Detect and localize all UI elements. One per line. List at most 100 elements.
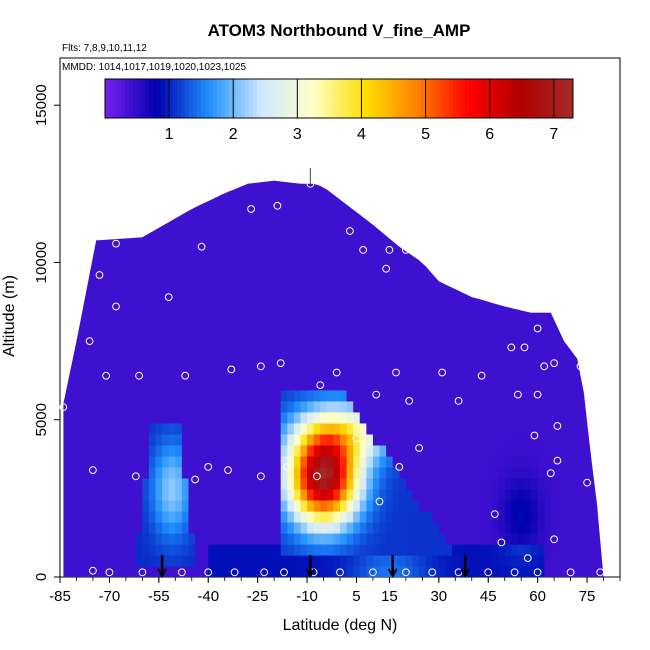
- heat-cell: [564, 488, 572, 501]
- heat-cell: [471, 202, 479, 215]
- heat-cell: [550, 477, 559, 490]
- heat-cell: [83, 521, 91, 534]
- heat-cell: [524, 466, 532, 479]
- heat-cell: [69, 279, 78, 292]
- colorbar-swatch: [241, 79, 246, 118]
- heat-cell: [537, 433, 545, 446]
- heat-cell: [452, 191, 460, 204]
- heat-cell: [471, 411, 479, 424]
- heat-cell: [405, 444, 414, 457]
- heat-cell: [478, 235, 486, 248]
- heat-cell: [129, 191, 137, 204]
- heat-cell: [188, 279, 196, 292]
- heat-cell: [445, 510, 453, 523]
- heat-cell: [188, 389, 196, 402]
- heat-cell: [293, 389, 302, 402]
- heat-cell: [181, 290, 190, 303]
- heat-cell: [260, 334, 269, 347]
- heat-cell: [247, 543, 255, 556]
- heat-cell: [287, 323, 295, 336]
- heat-cell: [432, 422, 440, 435]
- heat-cell: [247, 389, 255, 402]
- heat-cell: [241, 455, 249, 468]
- heat-cell: [590, 268, 598, 281]
- heat-cell: [274, 235, 282, 248]
- heat-cell: [260, 521, 269, 534]
- heat-cell: [353, 235, 361, 248]
- heat-cell: [175, 532, 183, 545]
- heat-cell: [247, 477, 255, 490]
- heat-cell: [228, 159, 235, 171]
- heat-cell: [287, 444, 295, 457]
- heat-cell: [122, 565, 130, 577]
- heat-cell: [307, 367, 315, 380]
- heat-cell: [359, 378, 367, 391]
- heat-cell: [511, 400, 519, 413]
- heat-cell: [326, 444, 335, 457]
- heat-cell: [399, 235, 407, 248]
- heat-cell: [465, 246, 473, 259]
- heat-cell: [96, 389, 104, 402]
- heat-cell: [583, 554, 591, 567]
- heat-cell: [122, 268, 130, 281]
- heat-cell: [372, 213, 381, 226]
- heat-cell: [419, 499, 427, 512]
- colorbar-swatch: [457, 79, 462, 118]
- heat-cell: [399, 433, 407, 446]
- heat-cell: [340, 246, 348, 259]
- heat-cell: [353, 246, 361, 259]
- heat-cell: [188, 367, 196, 380]
- heat-cell: [201, 422, 209, 435]
- heat-cell: [432, 159, 439, 171]
- heat-cell: [241, 334, 249, 347]
- heat-cell: [445, 290, 453, 303]
- heat-cell: [162, 224, 170, 237]
- heat-cell: [392, 301, 400, 314]
- heat-cell: [313, 488, 321, 501]
- sample-point: [313, 472, 321, 481]
- heat-cell: [465, 367, 473, 380]
- heat-cell: [432, 246, 440, 259]
- heat-cell: [181, 543, 190, 556]
- heat-cell: [168, 400, 176, 413]
- heat-cell: [452, 246, 460, 259]
- heat-cell: [148, 521, 157, 534]
- heat-cell: [83, 488, 91, 501]
- heat-cell: [452, 433, 460, 446]
- heat-cell: [267, 257, 275, 270]
- heat-cell: [564, 268, 572, 281]
- heat-cell: [102, 202, 111, 215]
- heat-cell: [359, 180, 367, 193]
- heat-cell: [504, 290, 512, 303]
- heat-cell: [168, 180, 176, 182]
- heat-cell: [399, 180, 407, 182]
- heat-cell: [293, 378, 302, 391]
- heat-cell: [69, 235, 78, 248]
- heat-cell: [181, 422, 190, 435]
- heat-cell: [168, 279, 176, 292]
- colorbar-swatch: [173, 79, 178, 118]
- colorbar-swatch: [141, 79, 146, 118]
- heat-cell: [478, 378, 486, 391]
- heat-cell: [366, 356, 374, 369]
- heat-cell: [188, 290, 196, 303]
- heat-cell: [590, 191, 598, 204]
- heat-cell: [438, 543, 447, 556]
- heat-cell: [596, 554, 604, 567]
- heat-cell: [596, 433, 604, 446]
- heat-cell: [478, 180, 486, 193]
- heat-cell: [531, 466, 539, 479]
- heat-cell: [274, 499, 282, 512]
- heat-cell: [498, 444, 506, 457]
- colorbar-swatch: [177, 79, 182, 118]
- heat-cell: [63, 279, 71, 292]
- heat-cell: [392, 389, 400, 402]
- heat-cell: [247, 554, 255, 567]
- heat-cell: [366, 455, 374, 468]
- heat-cell: [234, 180, 242, 182]
- heat-cell: [320, 422, 328, 435]
- heat-cell: [465, 279, 473, 292]
- heat-cell: [498, 477, 506, 490]
- heat-cell: [175, 246, 183, 259]
- heat-cell: [260, 180, 269, 182]
